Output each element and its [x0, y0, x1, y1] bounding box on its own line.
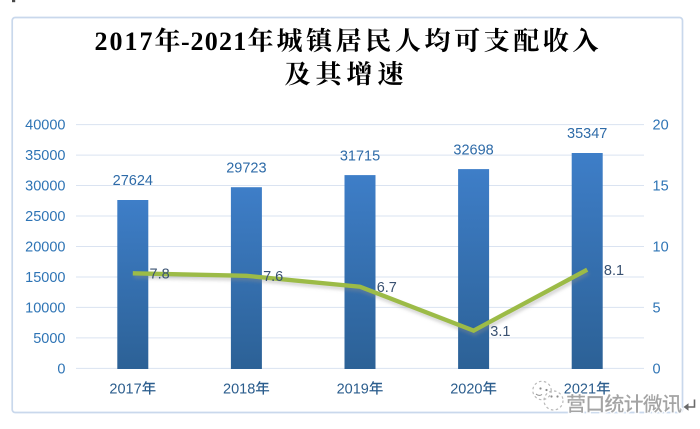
svg-text:0: 0: [57, 362, 65, 378]
svg-text:40000: 40000: [25, 118, 65, 134]
svg-text:15: 15: [653, 179, 669, 195]
svg-text:10: 10: [653, 240, 669, 256]
svg-text:2019: 2019: [337, 381, 369, 397]
svg-text:6.7: 6.7: [377, 280, 397, 296]
svg-text:0: 0: [653, 362, 661, 378]
svg-text:5000: 5000: [33, 331, 65, 347]
svg-text:20000: 20000: [25, 240, 65, 256]
svg-text:2017: 2017: [95, 27, 155, 56]
svg-text:32698: 32698: [453, 142, 493, 158]
svg-text:30000: 30000: [25, 179, 65, 195]
svg-text:-: -: [181, 27, 190, 56]
svg-text:7.6: 7.6: [263, 269, 283, 285]
svg-text:25000: 25000: [25, 209, 65, 225]
svg-text:29723: 29723: [226, 160, 266, 176]
svg-text:5: 5: [653, 301, 661, 317]
svg-text:2018: 2018: [223, 381, 255, 397]
svg-text:2021: 2021: [191, 27, 248, 56]
svg-text:15000: 15000: [25, 270, 65, 286]
svg-text:35000: 35000: [25, 148, 65, 164]
svg-text:20: 20: [653, 118, 669, 134]
svg-text:3.1: 3.1: [490, 324, 510, 340]
svg-text:2020: 2020: [450, 381, 482, 397]
svg-text:7.8: 7.8: [150, 267, 170, 283]
svg-text:2017: 2017: [109, 381, 141, 397]
svg-text:10000: 10000: [25, 301, 65, 317]
svg-text:31715: 31715: [340, 148, 380, 164]
svg-text:35347: 35347: [567, 126, 607, 142]
svg-text:8.1: 8.1: [604, 263, 624, 279]
svg-text:27624: 27624: [113, 173, 153, 189]
